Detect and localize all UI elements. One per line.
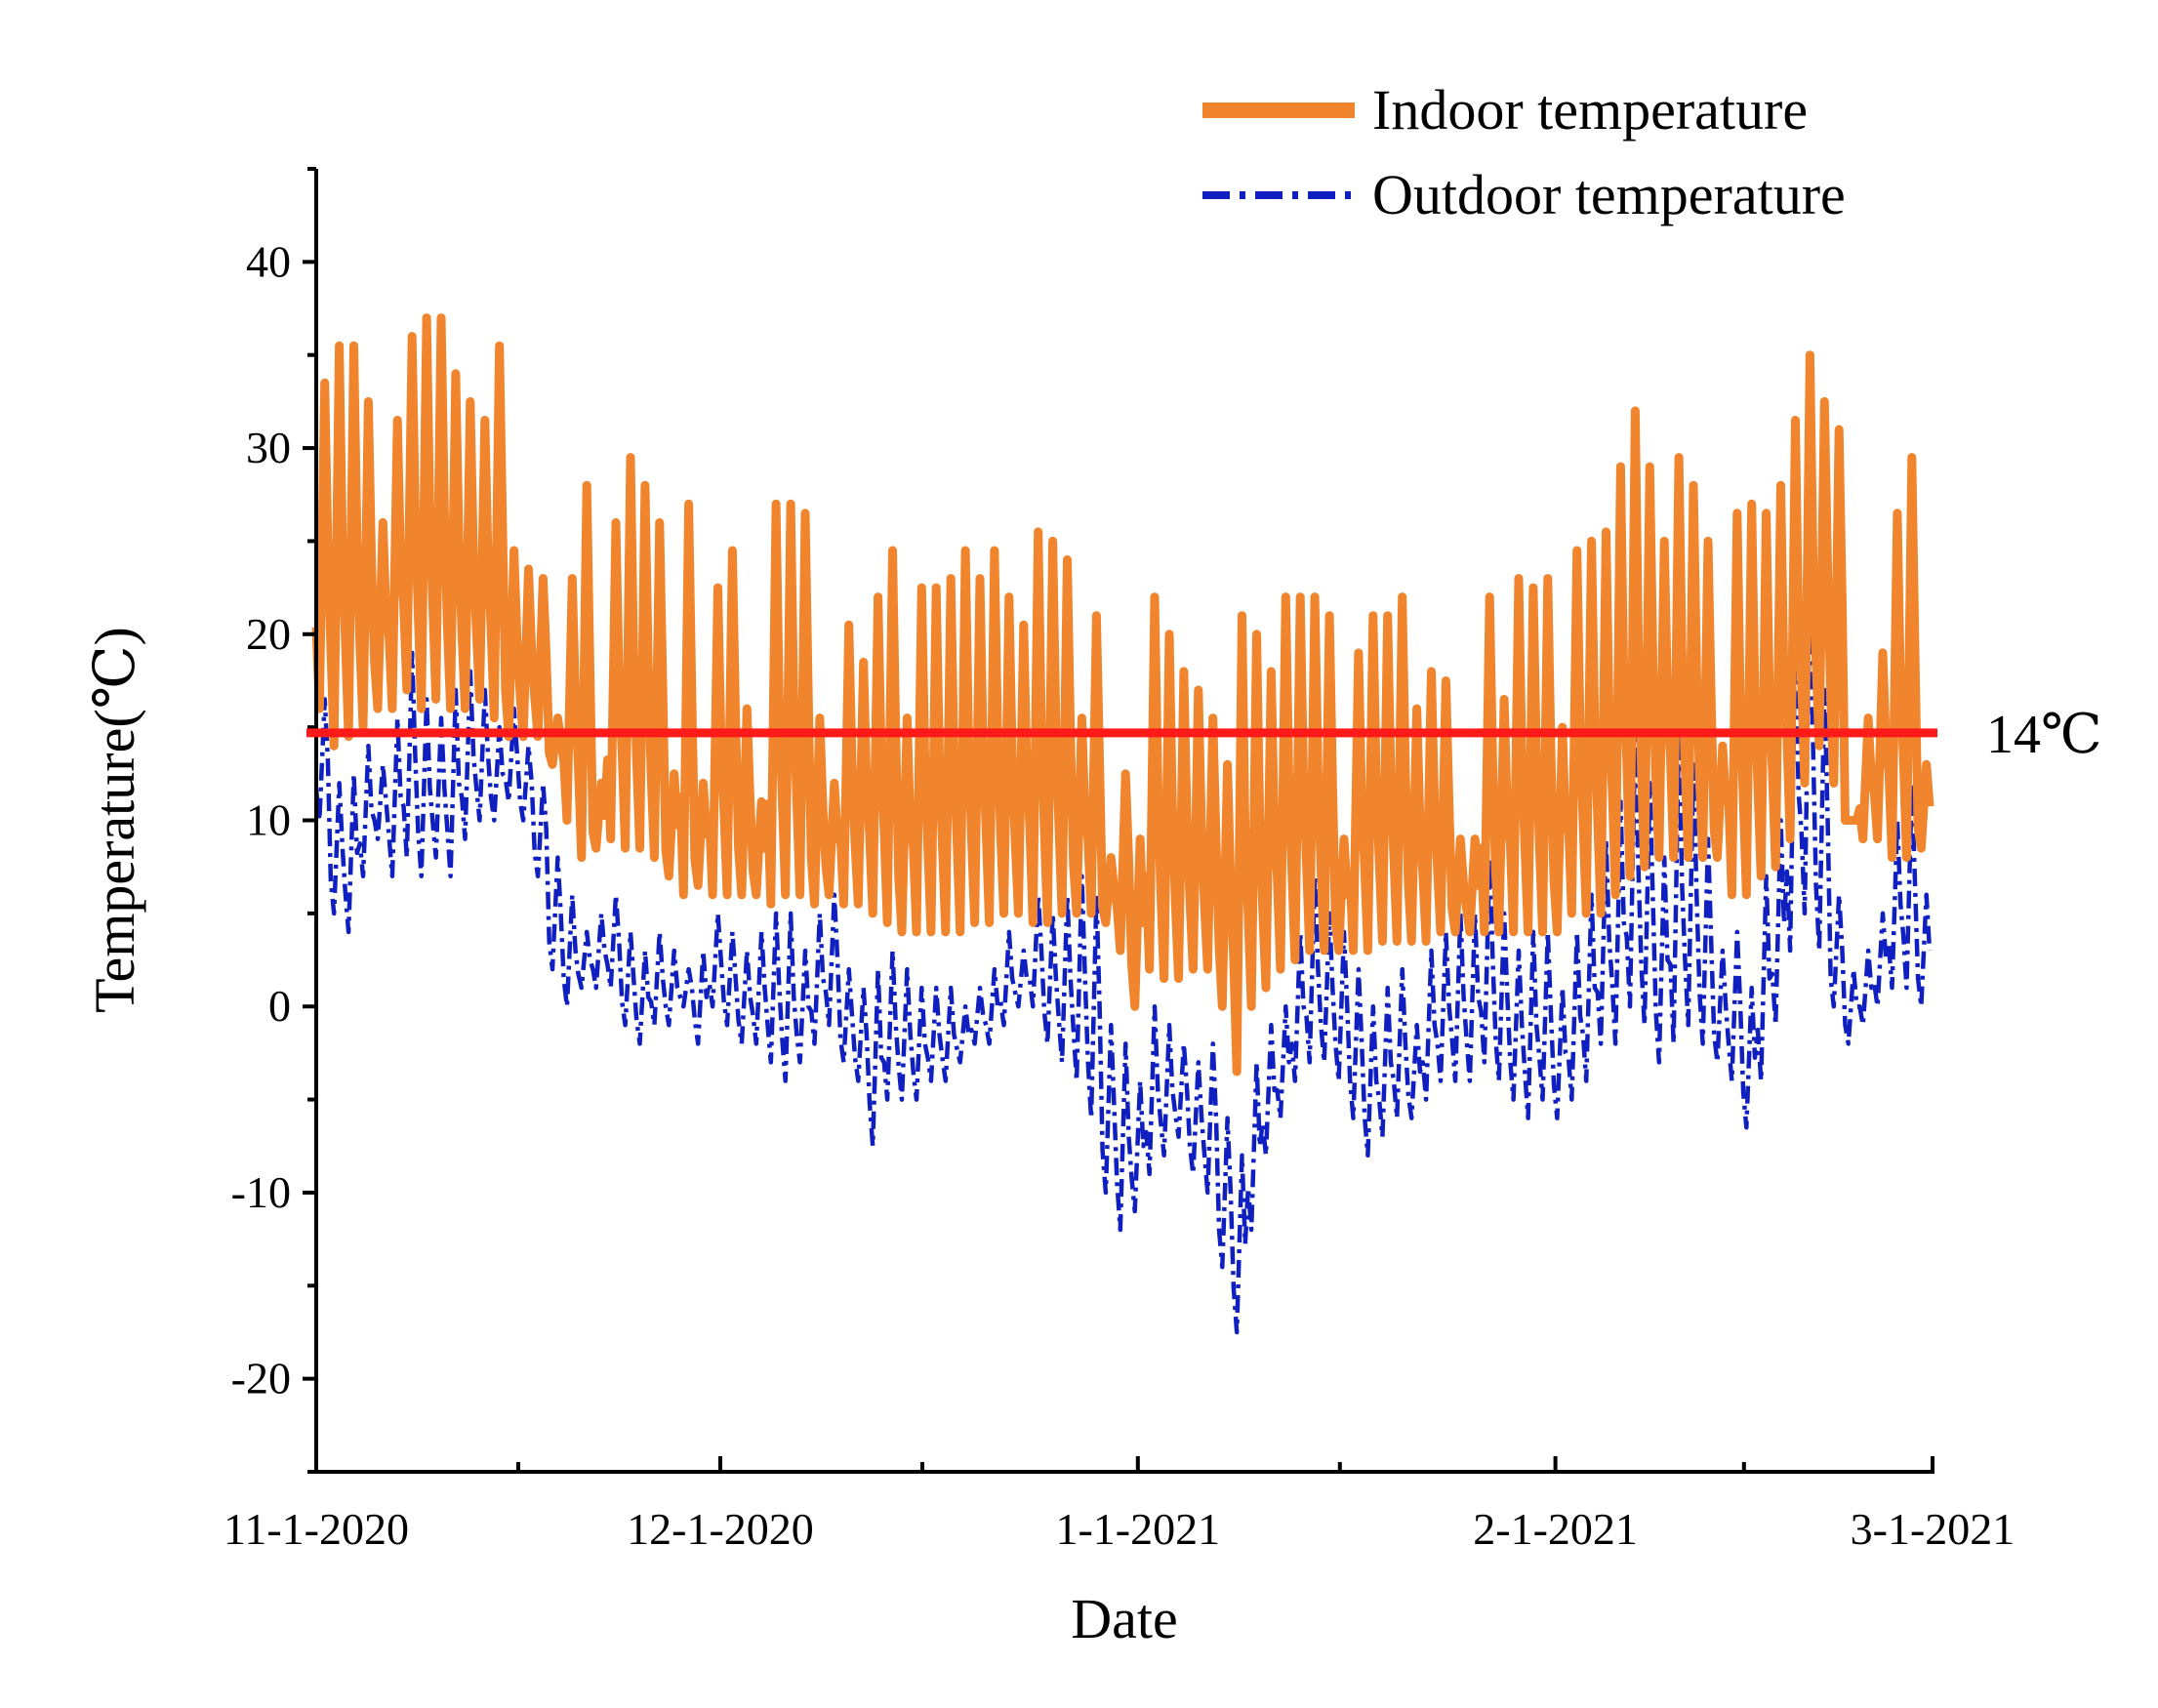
x-axis-title: Date: [1071, 1587, 1178, 1650]
x-tick-label: 3-1-2021: [1851, 1504, 2015, 1554]
x-tick-label: 11-1-2020: [224, 1504, 409, 1554]
legend-label-indoor: Indoor temperature: [1372, 78, 1808, 142]
legend-label-outdoor: Outdoor temperature: [1372, 163, 1846, 226]
axes: -20 -10 0 10 20 30 40 11-1-2020 12-1-2020 1-1-20…: [224, 167, 2015, 1554]
y-tick-label: -10: [231, 1167, 291, 1217]
y-tick-label: 0: [268, 981, 291, 1031]
reference-line-label: 14℃: [1986, 705, 2102, 765]
legend: Indoor temperature Outdoor temperature: [1202, 78, 1846, 226]
y-tick-label: 30: [246, 423, 291, 472]
x-tick-label: 12-1-2020: [627, 1504, 814, 1554]
y-tick-label: 20: [246, 609, 291, 659]
x-ticks: 11-1-2020 12-1-2020 1-1-2021 2-1-2021 3-1-20…: [224, 1456, 2015, 1554]
series-line-indoor: [311, 313, 1934, 1077]
y-tick-label: -20: [231, 1354, 291, 1403]
series-line-outdoor: [313, 585, 1933, 1335]
series-layer: [311, 313, 1934, 1335]
y-tick-label: 40: [246, 236, 291, 286]
reference-line-group: 14℃: [306, 705, 2102, 765]
y-ticks: -20 -10 0 10 20 30 40: [231, 167, 316, 1474]
y-tick-label: 10: [246, 795, 291, 845]
x-tick-label: 1-1-2021: [1055, 1504, 1220, 1554]
x-tick-label: 2-1-2021: [1473, 1504, 1638, 1554]
y-axis-title: Temperature(℃): [83, 627, 146, 1013]
